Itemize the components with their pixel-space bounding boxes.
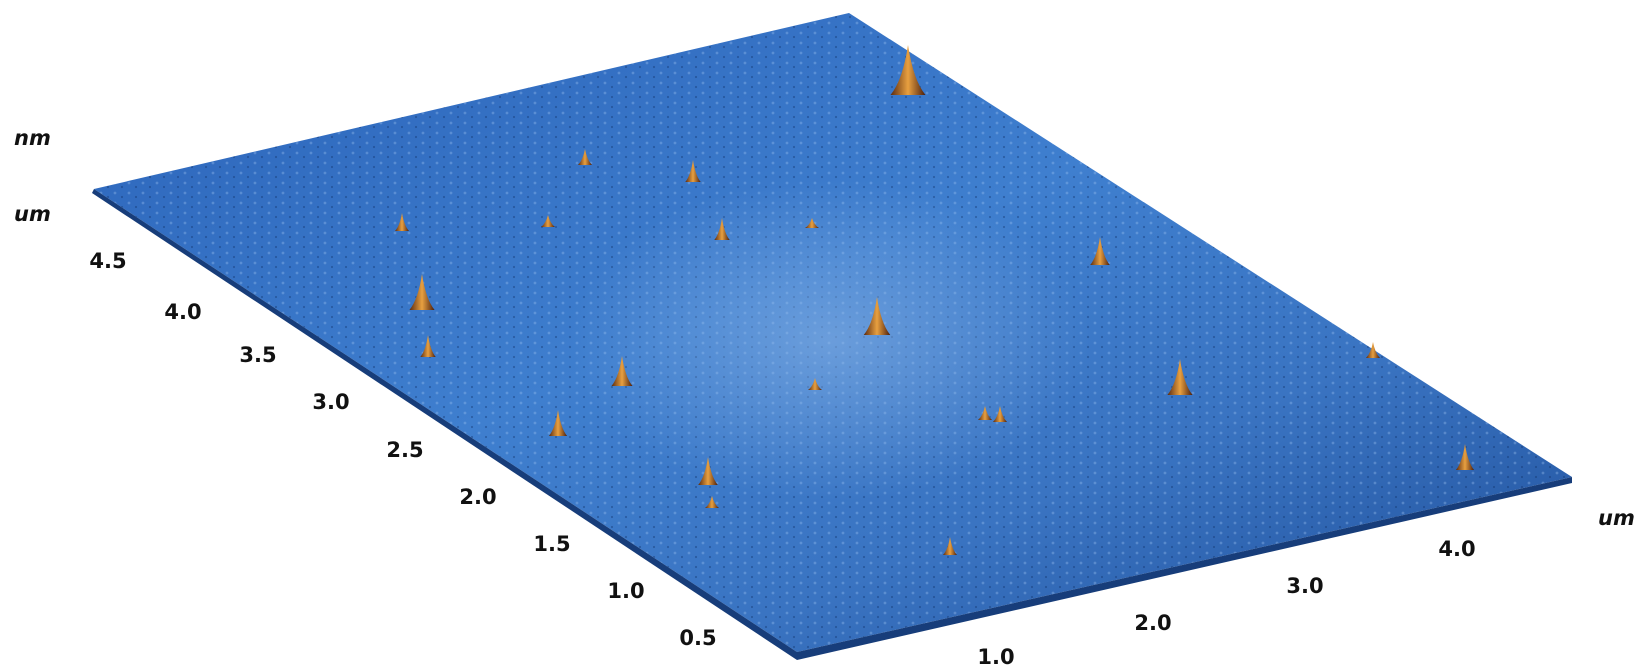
afm-image: nm um um 4.5 4.0 3.5 3.0 2.5 2.0 1.5 1.0 0.5 1.0 2… [0, 0, 1644, 672]
width-tick-label: 4.0 [1438, 537, 1475, 561]
depth-tick-label: 4.5 [89, 249, 126, 273]
surface [92, 13, 1572, 660]
depth-unit: um [14, 202, 51, 226]
depth-tick-label: 3.0 [312, 390, 349, 414]
depth-tick-label: 4.0 [164, 300, 201, 324]
width-unit: um [1598, 506, 1635, 530]
width-tick-label: 2.0 [1134, 611, 1171, 635]
width-tick-label: 3.0 [1286, 574, 1323, 598]
depth-tick-label: 1.5 [533, 532, 570, 556]
height-unit: nm [14, 126, 51, 150]
depth-tick-label: 3.5 [239, 343, 276, 367]
depth-tick-label: 2.5 [386, 438, 423, 462]
depth-tick-label: 2.0 [459, 485, 496, 509]
depth-tick-label: 0.5 [679, 626, 716, 650]
depth-tick-label: 1.0 [607, 579, 644, 603]
width-tick-label: 1.0 [977, 645, 1014, 669]
